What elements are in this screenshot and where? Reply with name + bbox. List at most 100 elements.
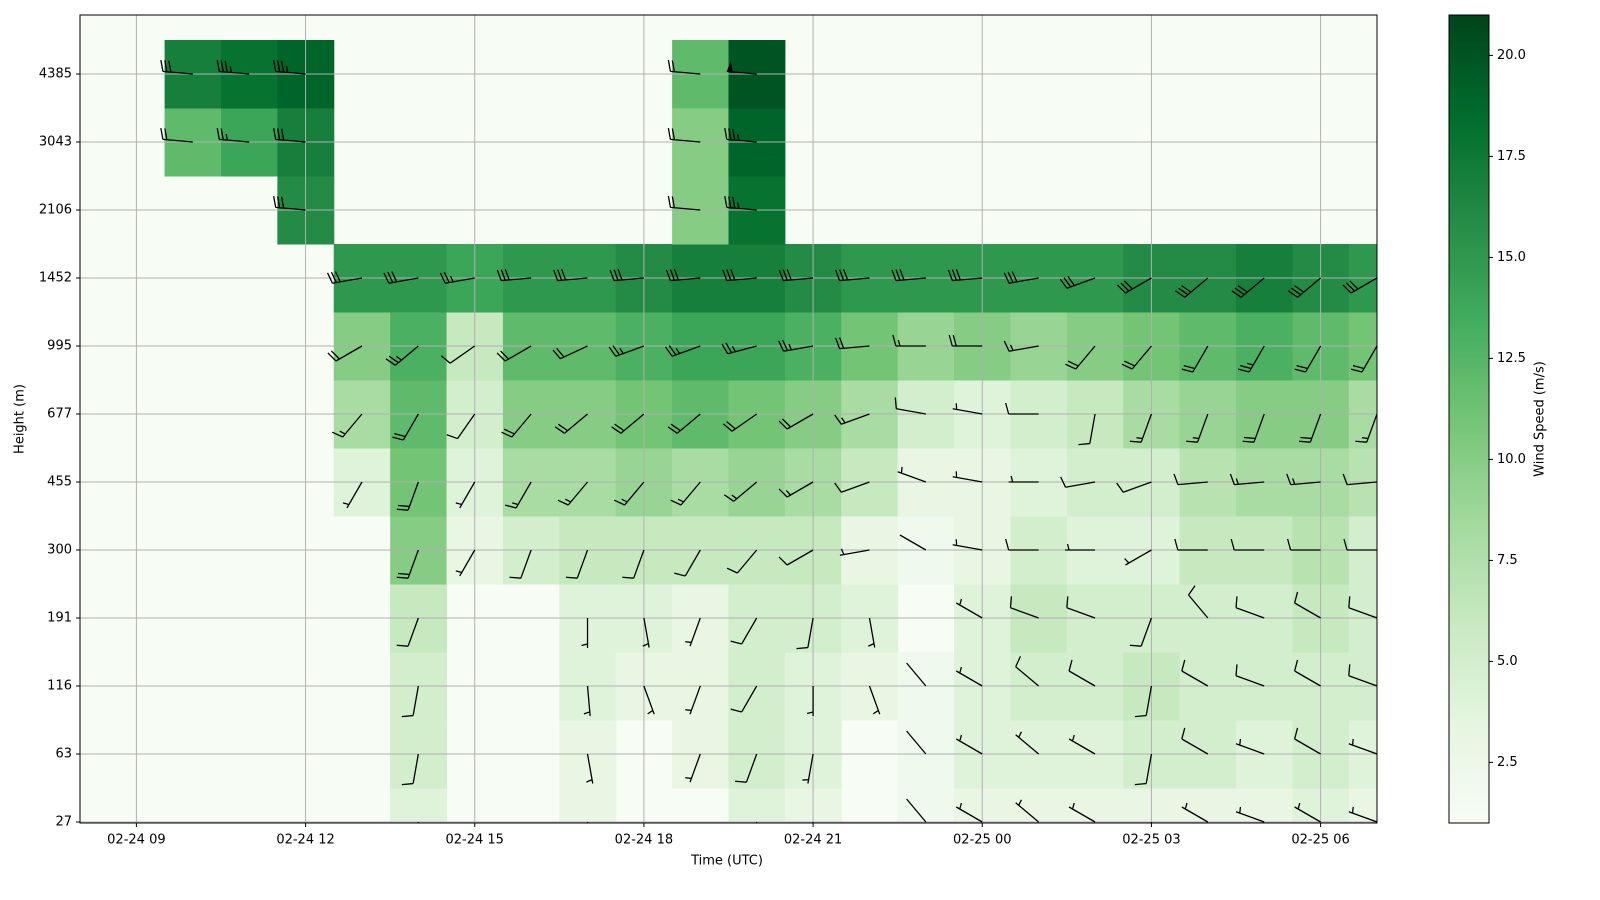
barb-shaft <box>273 196 306 211</box>
wind-barb <box>1230 538 1265 551</box>
wind-barb <box>1065 345 1096 370</box>
x-axis-label: Time (UTC) <box>690 854 763 869</box>
barb-shaft <box>1008 475 1039 483</box>
barb-shaft <box>906 798 927 823</box>
barb-shaft <box>778 413 814 430</box>
wind-barb <box>583 685 591 716</box>
wind-barb <box>1005 402 1039 415</box>
wind-barb <box>1175 277 1209 298</box>
wind-barb <box>1294 345 1322 373</box>
wind-barb <box>778 413 814 430</box>
barb-shaft <box>1181 727 1209 755</box>
heatmap-cell <box>728 788 786 823</box>
barb-shaft <box>955 666 983 687</box>
wind-barb <box>722 268 757 282</box>
barb-shaft <box>504 481 532 509</box>
barb-shaft <box>581 618 589 648</box>
barb-flag <box>726 60 733 72</box>
barb-shaft <box>730 617 758 645</box>
barb-shaft <box>273 128 306 143</box>
wind-barb <box>947 268 983 282</box>
y-tick-label: 116 <box>47 679 72 694</box>
barb-shaft <box>952 539 983 551</box>
y-tick-label: 995 <box>47 339 72 354</box>
barb-shaft <box>835 268 870 282</box>
barb-shaft <box>1068 659 1096 687</box>
y-tick-label: 63 <box>55 747 72 762</box>
wind-barb <box>446 413 476 440</box>
barb-shaft <box>1286 473 1321 486</box>
barb-shaft <box>1186 413 1209 443</box>
barb-shaft <box>509 549 532 579</box>
barb-shaft <box>722 268 757 282</box>
wind-barb <box>1181 727 1209 755</box>
barb-shaft <box>1116 481 1152 493</box>
barb-shaft <box>667 60 701 75</box>
barb-shaft <box>1078 413 1096 446</box>
wind-barb <box>952 539 983 551</box>
wind-barb <box>1129 413 1153 443</box>
wind-barb <box>396 549 419 579</box>
wind-barb <box>396 617 419 647</box>
wind-barb <box>952 471 983 483</box>
barb-shaft <box>614 481 645 506</box>
wind-barb <box>383 271 419 284</box>
barb-shaft <box>685 685 701 715</box>
y-tick-label: 677 <box>47 407 72 422</box>
barb-shaft <box>1355 413 1377 443</box>
x-tick-label: 02-25 06 <box>1291 833 1349 848</box>
barb-shaft <box>1173 473 1208 486</box>
barb-shaft <box>722 413 758 432</box>
barb-shaft <box>796 617 814 650</box>
wind-barb <box>1181 345 1209 373</box>
heatmap-cell <box>1179 788 1237 823</box>
barb-shaft <box>897 466 927 483</box>
barb-shaft <box>835 337 870 350</box>
colorbar <box>1448 14 1490 824</box>
x-tick-label: 02-24 12 <box>276 833 334 848</box>
wind-barb <box>1116 481 1152 493</box>
barb-shaft <box>1342 473 1377 486</box>
wind-barb <box>614 481 645 506</box>
wind-barb <box>1121 345 1152 370</box>
wind-barb <box>667 128 701 143</box>
barb-shaft <box>906 662 927 687</box>
plot-area <box>80 15 1377 823</box>
wind-barb <box>1129 617 1153 647</box>
wind-barb <box>1005 538 1039 551</box>
x-tick-label: 02-25 00 <box>953 833 1011 848</box>
barb-shaft <box>667 413 701 434</box>
wind-barb <box>1060 476 1096 488</box>
wind-barb <box>723 481 758 502</box>
wind-barb <box>906 730 927 755</box>
barb-shaft <box>586 753 594 784</box>
wind-barb <box>1342 277 1377 294</box>
barb-shaft <box>906 730 927 755</box>
wind-barb <box>1294 659 1321 687</box>
wind-barb <box>396 481 419 511</box>
barb-shaft <box>1342 277 1377 294</box>
wind-barb <box>1066 596 1096 619</box>
wind-barb <box>417 821 419 823</box>
barb-shaft <box>1348 596 1377 619</box>
barb-shaft <box>609 268 644 282</box>
wind-barb <box>955 734 983 755</box>
barb-shaft <box>778 268 814 282</box>
barb-shaft <box>1188 585 1209 619</box>
barb-shaft <box>392 413 419 441</box>
wind-barb <box>509 549 532 579</box>
barb-shaft <box>383 271 419 284</box>
barb-shaft <box>735 753 758 783</box>
wind-barb <box>834 413 870 425</box>
barb-shaft <box>501 413 532 438</box>
barb-shaft <box>439 271 475 284</box>
barb-shaft <box>1134 685 1153 718</box>
colorbar-tick-label: 7.5 <box>1497 553 1518 568</box>
barb-shaft <box>1343 538 1377 551</box>
barb-shaft <box>396 617 419 647</box>
wind-barb <box>726 60 757 75</box>
colorbar-tick-label: 17.5 <box>1497 149 1526 164</box>
wind-barb <box>1068 734 1096 755</box>
wind-barb <box>1348 738 1377 755</box>
barb-shaft <box>1060 476 1096 488</box>
